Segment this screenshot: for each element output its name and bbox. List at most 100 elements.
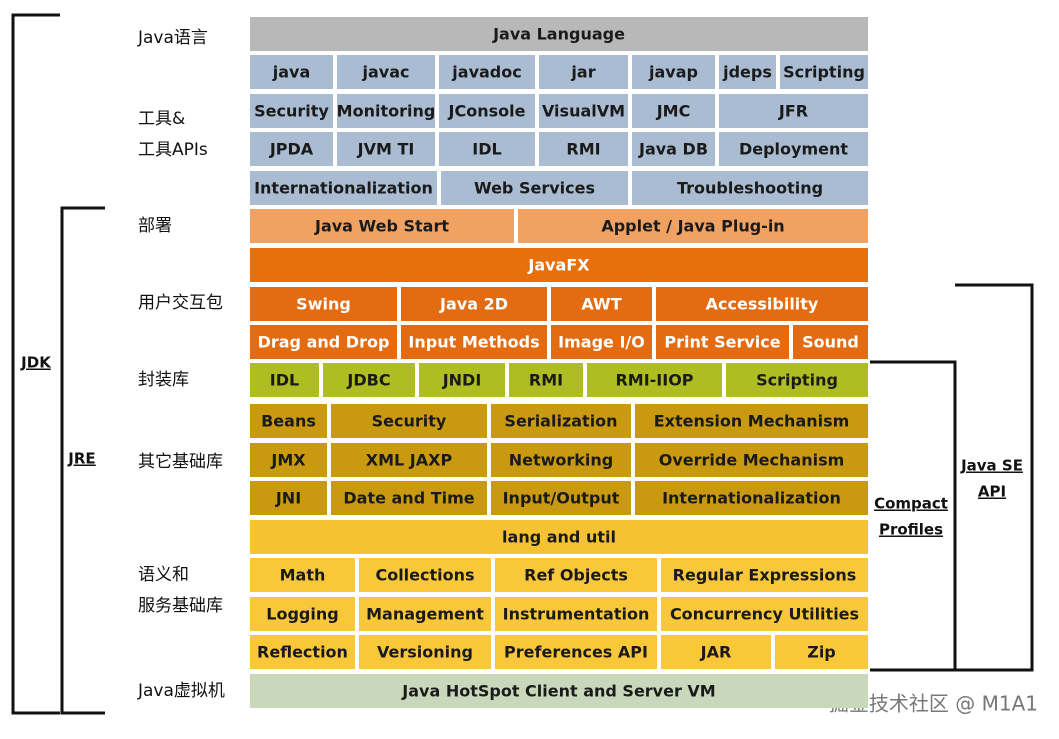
- module-box: [632, 55, 715, 89]
- module-label: Java Web Start: [314, 217, 449, 236]
- module-box: [250, 287, 397, 321]
- module-box: [359, 635, 491, 669]
- module-box: [250, 635, 355, 669]
- module-label: Security: [254, 102, 329, 121]
- module-box: [775, 635, 868, 669]
- module-box: [632, 132, 715, 166]
- module-label: Internationalization: [662, 489, 841, 508]
- jre-label: JRE: [67, 450, 95, 468]
- layer-label: 封装库: [138, 370, 189, 390]
- module-label: JVM TI: [357, 140, 415, 159]
- module-label: Print Service: [664, 333, 780, 352]
- layer-label: Java语言: [137, 28, 208, 48]
- module-label: Java Language: [492, 25, 625, 44]
- layer-label: 语义和: [138, 565, 189, 585]
- module-label: Java HotSpot Client and Server VM: [401, 682, 715, 701]
- module-label: Zip: [807, 643, 836, 662]
- module-label: Applet / Java Plug-in: [601, 217, 784, 236]
- module-label: Drag and Drop: [258, 333, 390, 352]
- module-label: JConsole: [448, 102, 526, 121]
- module-box: [551, 325, 652, 359]
- module-label: Extension Mechanism: [654, 412, 850, 431]
- module-box: [401, 325, 547, 359]
- module-box: [337, 94, 435, 128]
- module-label: Scripting: [756, 371, 838, 390]
- module-box: [719, 94, 868, 128]
- module-box: [780, 55, 868, 89]
- module-label: javadoc: [451, 63, 521, 82]
- module-label: VisualVM: [542, 102, 625, 121]
- module-label: Monitoring: [337, 102, 436, 121]
- module-box: [250, 520, 868, 554]
- module-box: [632, 94, 715, 128]
- module-label: javap: [648, 63, 698, 82]
- module-box: [401, 287, 547, 321]
- module-box: [656, 325, 789, 359]
- module-label: lang and util: [502, 528, 616, 547]
- module-label: Preferences API: [504, 643, 648, 662]
- module-label: Regular Expressions: [673, 566, 857, 585]
- module-box: [495, 635, 657, 669]
- module-label: AWT: [581, 295, 621, 314]
- layer-label: 服务基础库: [138, 596, 223, 616]
- module-label: Override Mechanism: [659, 451, 845, 470]
- module-box: [439, 132, 535, 166]
- layer-label: 用户交互包: [138, 293, 223, 313]
- module-box: [250, 443, 327, 477]
- module-label: Java 2D: [439, 295, 508, 314]
- module-label: JAR: [700, 643, 732, 662]
- module-label: Instrumentation: [503, 605, 650, 624]
- module-label: Web Services: [474, 179, 595, 198]
- module-label: Management: [366, 605, 484, 624]
- module-box: [250, 325, 397, 359]
- module-label: Accessibility: [706, 295, 819, 314]
- module-label: JPDA: [269, 140, 314, 159]
- module-label: JavaFX: [527, 256, 590, 275]
- module-box: [635, 443, 868, 477]
- module-box: [793, 325, 868, 359]
- module-label: Internationalization: [254, 179, 433, 198]
- module-box: [719, 55, 776, 89]
- module-box: [491, 481, 631, 515]
- module-label: Security: [372, 412, 447, 431]
- module-box: [441, 171, 628, 205]
- module-box: [632, 171, 868, 205]
- module-label: Input/Output: [503, 489, 620, 508]
- module-box: [726, 363, 868, 397]
- module-label: RMI: [529, 371, 563, 390]
- module-label: JMX: [270, 451, 306, 470]
- module-box: [359, 558, 491, 592]
- module-box: [250, 171, 437, 205]
- module-label: RMI-IIOP: [615, 371, 693, 390]
- module-label: Scripting: [783, 63, 865, 82]
- module-label: JDBC: [346, 371, 390, 390]
- module-box: [518, 209, 868, 243]
- module-box: [359, 597, 491, 631]
- layer-label: Java虚拟机: [137, 681, 225, 701]
- module-box: [635, 404, 868, 438]
- module-label: Image I/O: [558, 333, 645, 352]
- module-label: XML JAXP: [366, 451, 453, 470]
- module-box: [419, 363, 505, 397]
- module-box: [331, 481, 487, 515]
- module-box: [661, 635, 771, 669]
- module-box: [539, 94, 628, 128]
- module-label: Sound: [802, 333, 859, 352]
- module-box: [250, 481, 327, 515]
- compact-label: Profiles: [879, 521, 943, 539]
- module-label: Deployment: [739, 140, 848, 159]
- module-box: [337, 55, 435, 89]
- module-box: [250, 597, 355, 631]
- module-label: Java DB: [638, 140, 708, 159]
- module-box: [250, 132, 333, 166]
- module-box: [331, 443, 487, 477]
- module-label: Ref Objects: [524, 566, 628, 585]
- module-label: Logging: [266, 605, 338, 624]
- module-box: [323, 363, 415, 397]
- module-box: [491, 404, 631, 438]
- layer-label: 部署: [138, 216, 172, 236]
- module-label: javac: [362, 63, 410, 82]
- module-label: Beans: [261, 412, 316, 431]
- javase-label: Java SE: [960, 457, 1023, 475]
- module-label: Reflection: [257, 643, 348, 662]
